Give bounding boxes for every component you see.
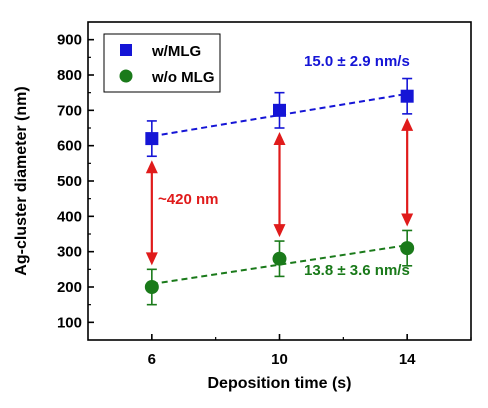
- y-tick-label: 100: [57, 314, 82, 331]
- fit-label-wo-mlg: 13.8 ± 3.6 nm/s: [304, 262, 410, 279]
- gap-arrow-head-down: [401, 213, 414, 227]
- legend-marker-circle: [119, 69, 133, 83]
- legend-marker-square: [120, 44, 132, 56]
- legend: w/MLG w/o MLG: [103, 33, 221, 93]
- y-ticks: 100 200 300 400 500 600 700 800 900: [57, 32, 94, 331]
- fit-lines: [151, 92, 408, 286]
- x-axis-label: Deposition time (s): [207, 375, 351, 392]
- y-tick-label: 700: [57, 102, 82, 119]
- point-circle: [400, 241, 415, 256]
- y-tick-label: 300: [57, 244, 82, 261]
- fit-line-wo-mlg: [151, 244, 408, 286]
- y-axis-label: Ag-cluster diameter (nm): [13, 86, 30, 275]
- y-tick-label: 800: [57, 67, 82, 84]
- point-square: [273, 103, 286, 117]
- gap-annotation: ~420 nm: [158, 191, 218, 208]
- x-tick-label: 6: [148, 351, 156, 368]
- gap-arrow-head-down: [145, 252, 158, 266]
- gap-arrow-head-up: [145, 160, 158, 174]
- gap-arrows: [145, 117, 414, 266]
- point-circle: [272, 251, 287, 266]
- y-tick-label: 400: [57, 208, 82, 225]
- legend-box: [103, 33, 221, 93]
- x-tick-label: 10: [271, 351, 288, 368]
- x-tick-label: 14: [399, 351, 416, 368]
- y-tick-label: 500: [57, 173, 82, 190]
- gap-arrow-head-down: [273, 224, 286, 238]
- gap-arrow-head-up: [401, 117, 414, 131]
- fit-line-w-mlg: [151, 92, 408, 138]
- gap-arrow-head-up: [273, 132, 286, 145]
- legend-label-w-mlg: w/MLG: [151, 43, 201, 60]
- legend-label-wo-mlg: w/o MLG: [151, 69, 215, 86]
- x-ticks: 6 10 14: [148, 334, 472, 368]
- fit-label-w-mlg: 15.0 ± 2.9 nm/s: [304, 53, 410, 70]
- data-points: [144, 89, 415, 294]
- y-tick-label: 900: [57, 32, 82, 49]
- point-square: [145, 132, 159, 146]
- y-tick-label: 600: [57, 138, 82, 155]
- y-tick-label: 200: [57, 279, 82, 296]
- point-square: [400, 89, 414, 103]
- point-circle: [144, 280, 159, 294]
